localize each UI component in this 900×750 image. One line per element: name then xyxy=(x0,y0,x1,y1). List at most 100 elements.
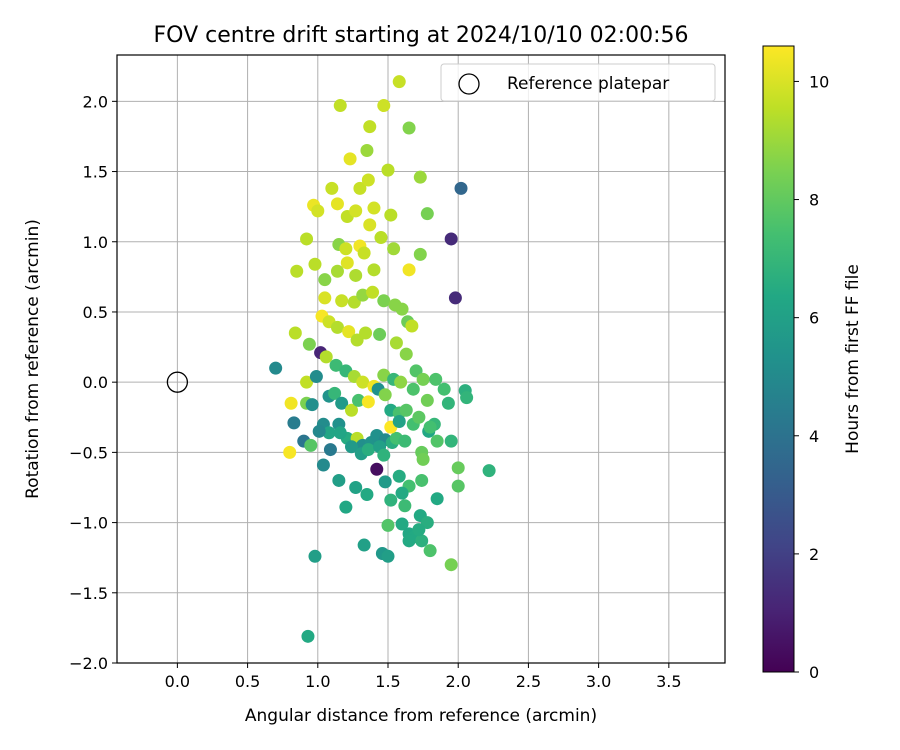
colorbar-ticks: 0 2 4 6 8 10 xyxy=(794,72,829,682)
data-point xyxy=(319,350,333,364)
x-tick-label: 0.0 xyxy=(165,672,190,691)
y-tick-label: 0.0 xyxy=(83,373,108,392)
data-point xyxy=(339,500,353,514)
y-tick-label: 2.0 xyxy=(83,92,108,111)
chart-title: FOV centre drift starting at 2024/10/10 … xyxy=(154,23,689,48)
x-tick-label: 3.0 xyxy=(586,672,611,691)
data-point xyxy=(377,99,391,113)
data-point xyxy=(312,424,326,438)
data-point xyxy=(287,416,301,430)
data-point xyxy=(392,414,406,428)
data-point xyxy=(333,99,347,113)
data-point xyxy=(381,518,395,532)
legend-label: Reference platepar xyxy=(507,74,669,94)
data-point xyxy=(384,493,398,507)
data-point xyxy=(370,462,384,476)
colorbar-tick-label: 4 xyxy=(809,427,819,446)
data-point xyxy=(361,443,375,457)
data-point xyxy=(308,549,322,563)
y-tick-label: −0.5 xyxy=(69,443,108,462)
y-axis-ticks: −2.0 −1.5 −1.0 −0.5 0.0 0.5 1.0 1.5 2.0 xyxy=(69,92,117,673)
grid-lines xyxy=(117,55,725,664)
data-point xyxy=(361,173,375,187)
data-point xyxy=(363,218,377,232)
y-tick-label: −1.5 xyxy=(69,584,108,603)
data-point xyxy=(420,207,434,221)
data-point xyxy=(415,534,429,548)
data-point xyxy=(342,325,356,339)
data-point xyxy=(330,264,344,278)
data-point xyxy=(377,294,391,308)
data-point xyxy=(451,461,465,475)
x-tick-label: 1.5 xyxy=(375,672,400,691)
x-axis-label: Angular distance from reference (arcmin) xyxy=(245,706,597,726)
data-point xyxy=(413,170,427,184)
data-point xyxy=(389,336,403,350)
data-point xyxy=(328,386,342,400)
data-point xyxy=(339,242,353,256)
data-point xyxy=(367,201,381,215)
data-point xyxy=(460,391,474,405)
data-point xyxy=(300,232,314,246)
data-point xyxy=(344,440,358,454)
data-point xyxy=(377,448,391,462)
data-point xyxy=(330,320,344,334)
data-point xyxy=(398,434,412,448)
data-point xyxy=(349,268,363,282)
data-point xyxy=(360,488,374,502)
data-point xyxy=(363,120,377,134)
data-point xyxy=(387,242,401,256)
data-point xyxy=(335,396,349,410)
data-point xyxy=(330,197,344,211)
data-point xyxy=(395,517,409,531)
data-point xyxy=(482,464,496,478)
data-point xyxy=(402,534,416,548)
data-point xyxy=(361,395,375,409)
data-point xyxy=(323,443,337,457)
y-tick-label: 1.0 xyxy=(83,233,108,252)
data-point xyxy=(360,143,374,157)
data-point xyxy=(322,426,336,440)
data-point xyxy=(284,396,298,410)
data-point xyxy=(416,452,430,466)
data-point xyxy=(302,337,316,351)
y-tick-label: −1.0 xyxy=(69,514,108,533)
data-point xyxy=(384,208,398,222)
data-point xyxy=(316,458,330,472)
data-point xyxy=(374,231,388,245)
data-point xyxy=(392,469,406,483)
y-tick-label: 0.5 xyxy=(83,303,108,322)
data-point xyxy=(394,375,408,389)
data-point xyxy=(430,434,444,448)
data-point xyxy=(288,326,302,340)
data-point xyxy=(405,319,419,333)
data-point xyxy=(381,163,395,177)
data-point xyxy=(340,256,354,270)
data-point xyxy=(300,375,314,389)
colorbar-tick-label: 8 xyxy=(809,191,819,210)
data-point xyxy=(444,558,458,572)
y-axis-label: Rotation from reference (arcmin) xyxy=(23,219,43,499)
data-point xyxy=(366,285,380,299)
data-points xyxy=(269,75,496,643)
x-tick-label: 3.5 xyxy=(656,672,681,691)
data-point xyxy=(269,361,283,375)
data-point xyxy=(318,273,332,287)
colorbar-tick-label: 2 xyxy=(809,545,819,564)
x-tick-label: 2.5 xyxy=(516,672,541,691)
data-point xyxy=(304,438,318,452)
colorbar xyxy=(762,45,795,673)
data-point xyxy=(357,246,371,260)
x-tick-label: 2.0 xyxy=(445,672,470,691)
data-point xyxy=(359,326,373,340)
data-point xyxy=(412,410,426,424)
data-point xyxy=(308,257,322,271)
x-tick-label: 0.5 xyxy=(235,672,260,691)
data-point xyxy=(349,480,363,494)
reference-point xyxy=(166,371,189,393)
data-point xyxy=(353,181,367,195)
colorbar-label: Hours from first FF file xyxy=(843,264,863,454)
data-point xyxy=(423,544,437,558)
data-point xyxy=(399,403,413,417)
data-point xyxy=(381,549,395,563)
